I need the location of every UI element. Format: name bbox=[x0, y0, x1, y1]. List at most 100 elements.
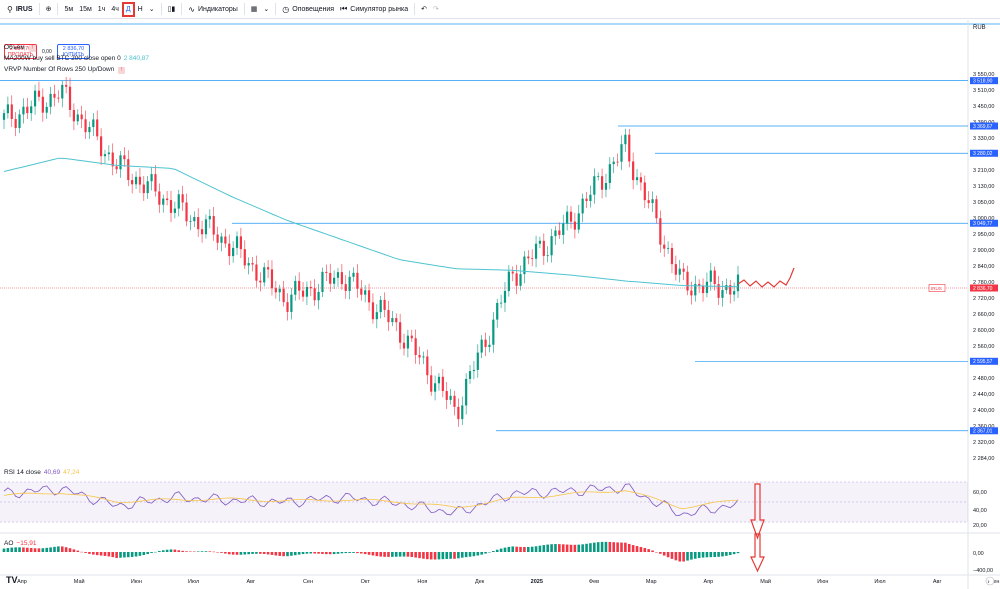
interval-dropdown[interactable]: ⌄ bbox=[146, 0, 158, 19]
goto-realtime-button[interactable]: › bbox=[985, 576, 995, 586]
ao-bar bbox=[26, 547, 29, 552]
candle-body bbox=[562, 223, 565, 235]
candle-body bbox=[666, 247, 670, 249]
candle-body bbox=[150, 174, 153, 182]
ao-bar bbox=[224, 552, 227, 554]
candle-body bbox=[88, 127, 91, 133]
candle-body bbox=[6, 104, 9, 114]
chart-canvas[interactable]: RUB 3 550,003 510,003 450,003 390,003 33… bbox=[0, 20, 1000, 589]
interval-day[interactable]: Д bbox=[121, 1, 135, 17]
alerts-button[interactable]: ◷ Оповещения bbox=[279, 0, 337, 19]
ao-bar bbox=[158, 550, 161, 552]
ao-bar bbox=[620, 542, 623, 552]
ao-bar bbox=[674, 552, 678, 561]
ao-bar bbox=[220, 552, 223, 553]
candle-body bbox=[298, 280, 301, 291]
candle-body bbox=[729, 285, 732, 295]
ao-bar bbox=[14, 547, 17, 552]
price-tick: 2 360,00 bbox=[973, 424, 994, 430]
interval-4h[interactable]: 4ч bbox=[111, 5, 119, 13]
candle-body bbox=[430, 375, 433, 392]
chart-svg[interactable]: RUB 3 550,003 510,003 450,003 390,003 33… bbox=[0, 20, 1000, 589]
ao-bar bbox=[53, 546, 56, 552]
symbol-search[interactable]: ⚲ IRUS bbox=[4, 0, 36, 19]
ao-bar bbox=[705, 552, 709, 558]
ao-bar bbox=[429, 552, 433, 560]
legend-volume[interactable]: Объём! bbox=[4, 44, 36, 52]
interval-1h[interactable]: 1ч bbox=[97, 5, 106, 13]
candle-body bbox=[426, 356, 429, 376]
ao-bar bbox=[666, 552, 670, 558]
divider bbox=[275, 3, 277, 15]
ao-bar bbox=[507, 546, 511, 552]
candle-body bbox=[158, 191, 161, 205]
ao-bar bbox=[534, 546, 538, 552]
rsi-tick-60: 60,00 bbox=[973, 490, 987, 496]
candle-body bbox=[45, 106, 48, 113]
candle-body bbox=[251, 263, 254, 265]
indicators-button[interactable]: ∿ Индикаторы bbox=[185, 0, 241, 19]
ao-bar bbox=[344, 552, 348, 554]
layout-dropdown[interactable]: ⌄ bbox=[260, 0, 272, 19]
layout-button[interactable]: ▦ bbox=[248, 0, 261, 19]
buy-button[interactable]: 2 836,70 КУПИТЬ bbox=[57, 44, 90, 59]
candle-body bbox=[449, 395, 452, 400]
time-axis[interactable]: Апр Май Июн Июл Авг Сен Окт Ноя Дек 2025 Фев Мар Апр… bbox=[17, 578, 999, 585]
interval-5m[interactable]: 5м bbox=[64, 5, 74, 13]
redo-button[interactable]: ↷ bbox=[430, 0, 442, 19]
ao-bar bbox=[297, 552, 301, 555]
ao-bar bbox=[437, 552, 441, 560]
candle-body bbox=[263, 267, 266, 283]
legend-volume-label: Объём bbox=[4, 44, 25, 51]
undo-button[interactable]: ↶ bbox=[418, 0, 430, 19]
time-tick: Ноя bbox=[417, 579, 427, 585]
legend-ao[interactable]: AO −15,91 bbox=[4, 540, 36, 547]
ao-bar bbox=[690, 552, 693, 560]
ao-bar bbox=[515, 546, 518, 552]
candle-body bbox=[647, 200, 650, 204]
price-axis[interactable]: 3 550,003 510,003 450,003 390,003 330,00… bbox=[973, 72, 994, 462]
ao-bar bbox=[282, 552, 285, 557]
ao-bar bbox=[286, 552, 289, 557]
legend-rsi[interactable]: RSI 14 close 40,69 47,24 bbox=[4, 469, 79, 476]
candle-body bbox=[496, 302, 499, 320]
ao-bar bbox=[64, 547, 68, 552]
ao-bar bbox=[317, 552, 320, 554]
compare-button[interactable]: ⊕ bbox=[43, 0, 55, 19]
candle-body bbox=[503, 290, 507, 303]
time-tick: Июн bbox=[817, 579, 828, 585]
candle-body bbox=[670, 247, 674, 265]
price-tick: 2 440,00 bbox=[973, 392, 994, 398]
legend-vrvp-label: VRVP Number Of Rows 250 Up/Down bbox=[4, 66, 115, 73]
ao-bar bbox=[476, 552, 480, 556]
time-tick: 2025 bbox=[531, 579, 543, 585]
candle-body bbox=[600, 176, 604, 190]
horizontal-levels[interactable]: 3 518,90 3 369,67 3 280,02 3 049,77 2 595,57… bbox=[0, 77, 998, 435]
candle-body bbox=[142, 184, 145, 194]
ao-bar bbox=[662, 552, 666, 556]
ao-bar bbox=[565, 544, 569, 552]
chart-type-button[interactable]: ▯▮ bbox=[165, 0, 179, 19]
ao-bar bbox=[270, 552, 274, 555]
current-symbol-tag-bg bbox=[928, 284, 946, 292]
ao-bar bbox=[111, 552, 115, 558]
interval-15m[interactable]: 15м bbox=[79, 5, 92, 13]
price-tick: 3 050,00 bbox=[973, 200, 994, 206]
ao-bar bbox=[80, 551, 83, 553]
replay-button[interactable]: ⏮ Симулятор рынка bbox=[337, 0, 411, 19]
legend-vrvp[interactable]: VRVP Number Of Rows 250 Up/Down! bbox=[4, 66, 126, 74]
candle-body bbox=[18, 114, 21, 128]
candle-body bbox=[317, 291, 320, 301]
sell-label: ПРОДАТЬ bbox=[7, 52, 34, 58]
current-price-tag-bg bbox=[970, 284, 998, 292]
ao-bar bbox=[212, 551, 216, 553]
candle-body bbox=[379, 299, 382, 313]
ao-bar bbox=[107, 552, 111, 557]
interval-week[interactable]: Н bbox=[137, 5, 143, 13]
ao-bar bbox=[332, 552, 336, 555]
ao-bar bbox=[68, 548, 72, 552]
ao-bar bbox=[239, 552, 243, 555]
rsi-ma-line bbox=[3, 490, 739, 510]
candle-body bbox=[593, 176, 596, 195]
